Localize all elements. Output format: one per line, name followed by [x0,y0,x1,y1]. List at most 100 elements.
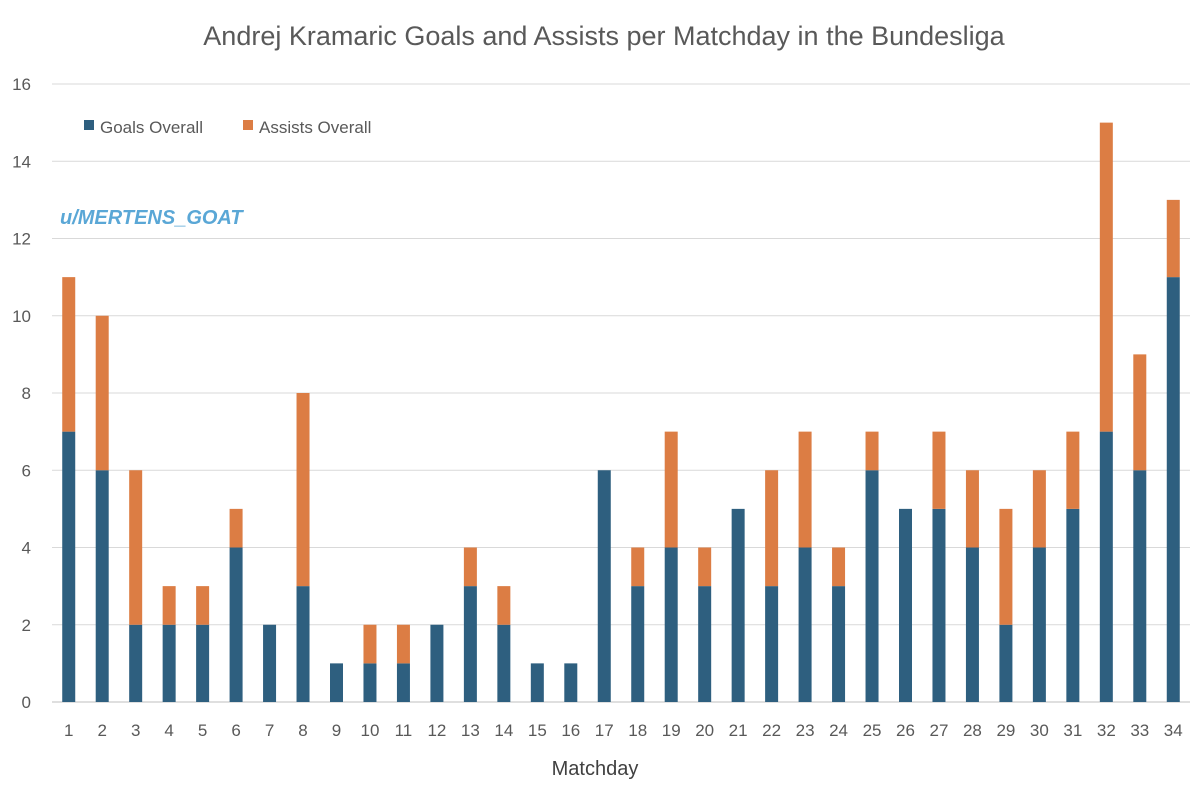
legend-label-goals: Goals Overall [100,118,203,137]
bar-assists [363,624,377,664]
x-axis-label: Matchday [552,758,639,780]
y-tick-label: 8 [22,384,31,403]
bar-assists [396,624,410,664]
bar-goals [1032,547,1046,702]
bar-assists [497,586,511,625]
bar-goals [698,586,712,702]
legend: Goals Overall Assists Overall [84,118,371,137]
bar-goals [196,624,210,702]
bar-assists [95,315,109,471]
y-tick-label: 12 [12,230,31,249]
bar-assists [832,547,846,587]
x-tick-label: 6 [231,721,240,740]
bar-goals [62,431,76,702]
x-tick-label: 14 [494,721,513,740]
x-tick-label: 25 [863,721,882,740]
x-tick-label: 19 [662,721,681,740]
bar-goals [229,547,243,702]
bar-goals [463,586,477,702]
x-tick-label: 20 [695,721,714,740]
bar-goals [296,586,310,702]
x-tick-label: 7 [265,721,274,740]
bar-goals [497,624,511,702]
x-tick-label: 3 [131,721,140,740]
bar-goals [832,586,846,702]
bar-goals [765,586,779,702]
bar-goals [95,470,109,702]
bar-assists [463,547,477,587]
bar-goals [564,663,578,702]
bar-goals [162,624,176,702]
bar-assists [932,431,946,509]
x-tick-label: 13 [461,721,480,740]
x-tick-label: 9 [332,721,341,740]
bar-assists [664,431,678,548]
x-tick-label: 16 [561,721,580,740]
bar-goals [363,663,377,702]
bar-assists [698,547,712,587]
bar-goals [865,470,879,702]
x-axis-ticks: 1 2 3 4 5 6 7 8 9 10 11 12 13 14 15 16 17 18 19 20 21 22 23 24 2… [64,721,1183,740]
y-tick-label: 10 [12,307,31,326]
x-tick-label: 10 [361,721,380,740]
bar-assists [162,586,176,625]
bar-goals [330,663,343,702]
bar-goals [999,624,1013,702]
bar-goals [664,547,678,702]
x-tick-label: 5 [198,721,207,740]
y-tick-label: 4 [22,539,31,558]
bar-goals [798,547,812,702]
bar-assists [196,586,210,625]
x-tick-label: 12 [427,721,446,740]
x-tick-label: 29 [996,721,1015,740]
bar-goals [396,663,410,702]
x-tick-label: 1 [64,721,73,740]
x-tick-label: 2 [97,721,106,740]
y-axis-ticks: 0 2 4 6 8 10 12 14 16 [12,75,31,712]
bar-assists [765,470,779,587]
bar-assists [129,470,143,625]
bar-assists [62,277,76,432]
y-tick-label: 0 [22,693,31,712]
bar-assists [798,431,812,548]
bar-goals [631,586,645,702]
y-tick-label: 14 [12,152,31,171]
x-tick-label: 18 [628,721,647,740]
bar-assists [1066,431,1080,509]
x-tick-label: 27 [930,721,949,740]
bar-goals [1133,470,1147,702]
bar-goals [129,624,143,702]
x-tick-label: 30 [1030,721,1049,740]
bar-goals [1099,431,1113,702]
bar-goals [1166,277,1180,702]
bar-goals [965,547,979,702]
y-tick-label: 2 [22,616,31,635]
bar-goals [597,470,611,702]
x-tick-label: 17 [595,721,614,740]
y-tick-label: 6 [22,461,31,480]
bar-goals [530,663,544,702]
bar-assists [1099,122,1113,432]
x-tick-label: 31 [1063,721,1082,740]
bar-goals [430,624,444,702]
x-tick-label: 22 [762,721,781,740]
bar-assists [865,431,879,471]
x-tick-label: 33 [1130,721,1149,740]
x-tick-label: 32 [1097,721,1116,740]
x-tick-label: 4 [164,721,173,740]
legend-swatch-goals [84,120,94,130]
x-tick-label: 28 [963,721,982,740]
bar-goals [1066,508,1080,702]
x-tick-label: 34 [1164,721,1183,740]
x-tick-label: 15 [528,721,547,740]
gridlines [52,83,1190,703]
y-tick-label: 16 [12,75,31,94]
bar-assists [1166,199,1180,278]
x-tick-label: 21 [729,721,748,740]
bar-assists [999,508,1013,625]
x-tick-label: 23 [796,721,815,740]
watermark: u/MERTENS_GOAT [60,207,244,229]
bar-assists [965,470,979,548]
x-tick-label: 24 [829,721,848,740]
